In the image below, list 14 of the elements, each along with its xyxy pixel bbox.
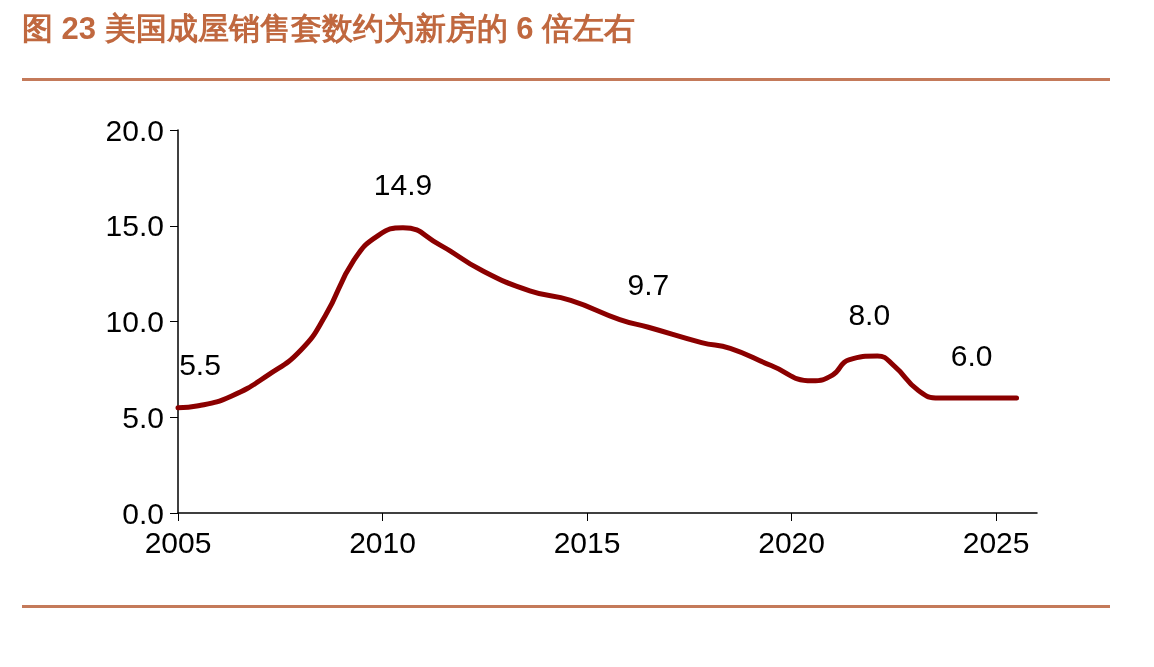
x-tick-label: 2020 (758, 525, 825, 559)
chart-title: 图 23 美国成屋销售套数约为新房的 6 倍左右 (22, 10, 636, 48)
x-tick-label: 2015 (553, 525, 621, 559)
y-tick-label: 20.0 (105, 113, 164, 147)
annotation: 8.0 (848, 298, 891, 332)
y-tick-label: 10.0 (105, 305, 164, 338)
y-tick-label: 15.0 (105, 209, 164, 243)
annotation: 6.0 (950, 338, 993, 372)
annotation: 9.7 (627, 267, 670, 301)
annotation: 14.9 (373, 168, 433, 202)
x-tick-label: 2025 (962, 525, 1030, 559)
y-tick-label: 5.0 (122, 400, 164, 434)
annotation: 5.5 (179, 348, 221, 382)
x-tick-label: 2010 (349, 525, 416, 559)
